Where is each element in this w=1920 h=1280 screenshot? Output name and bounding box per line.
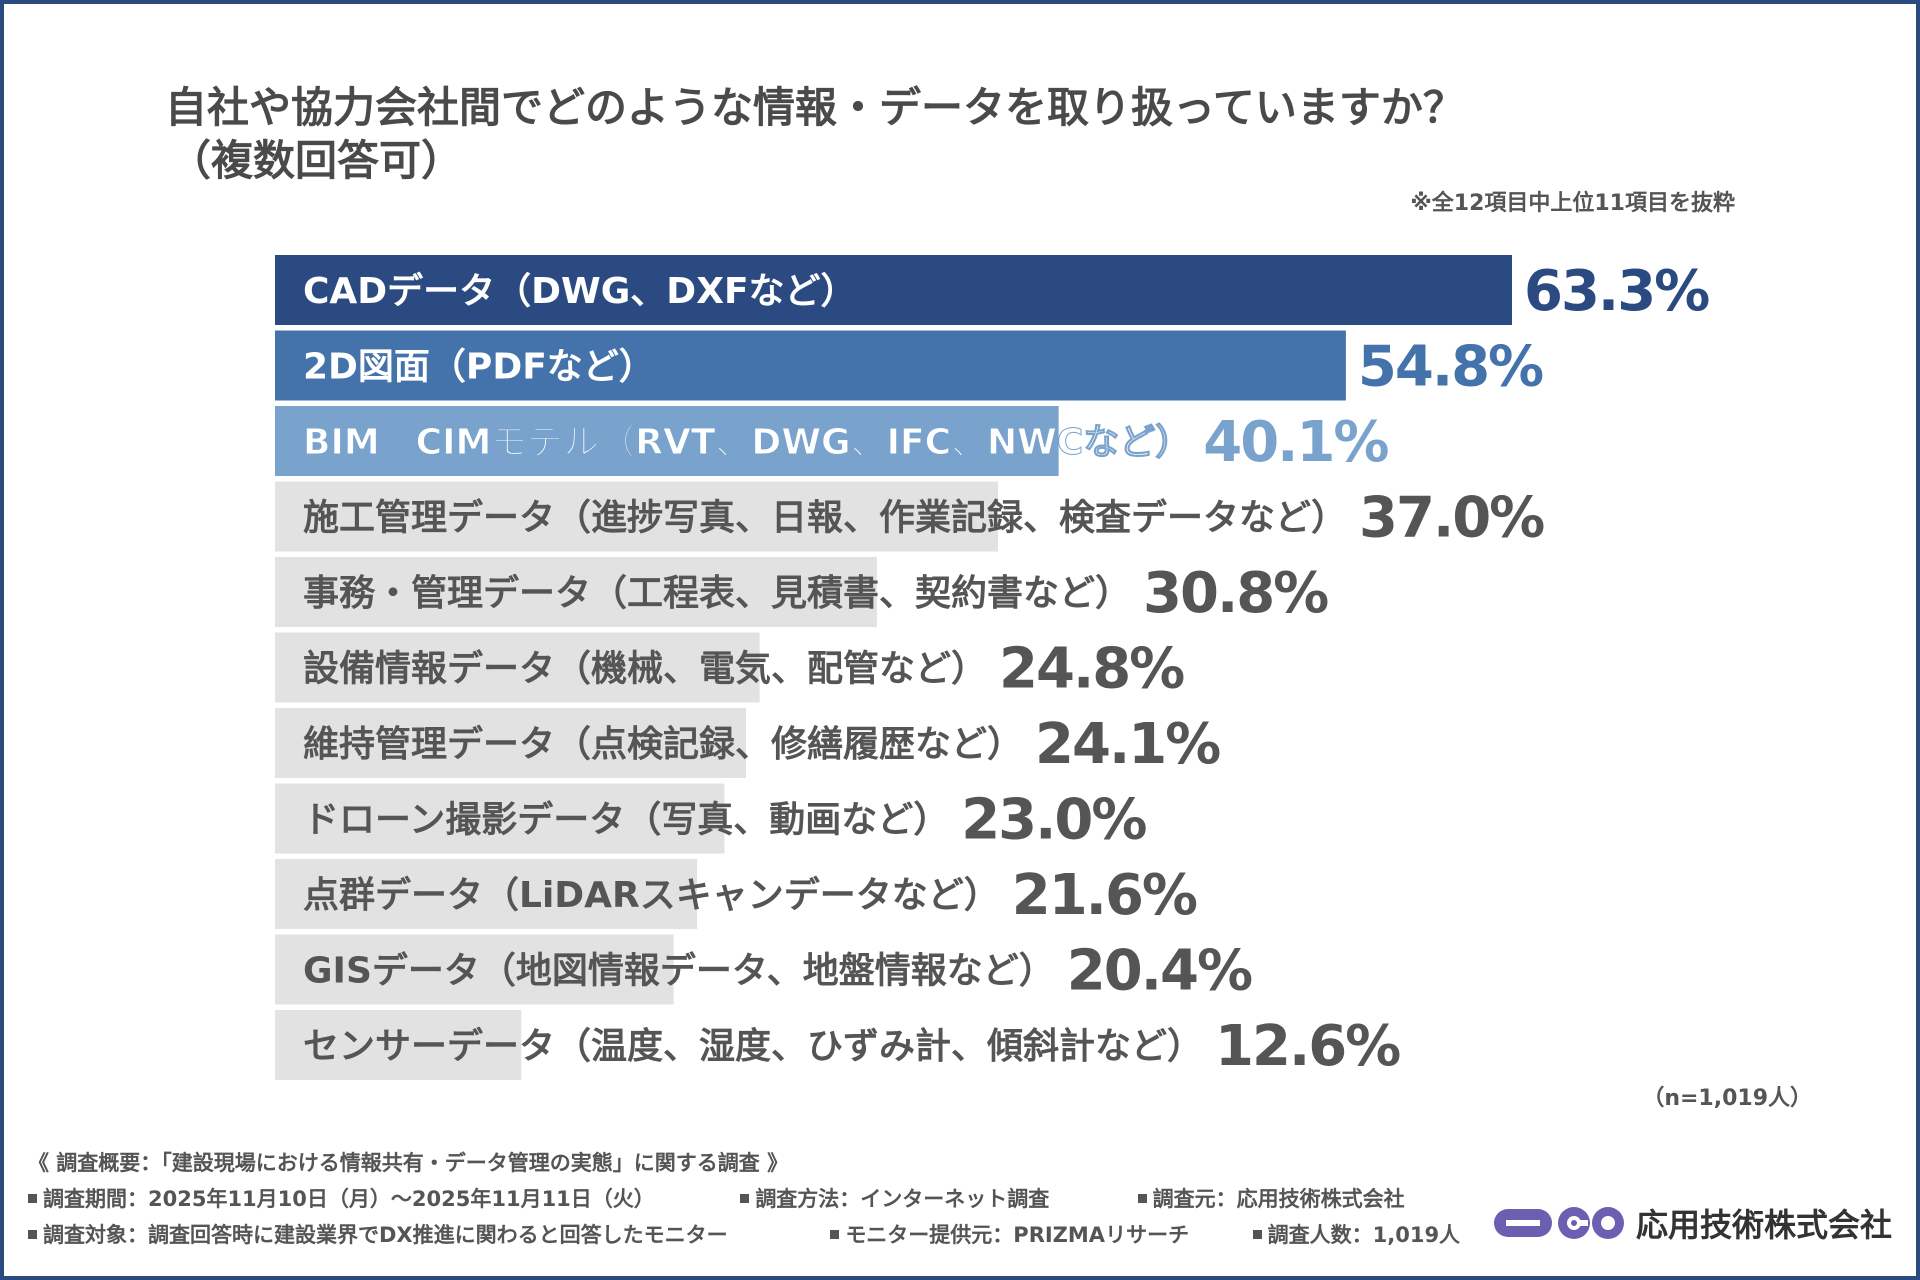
bar-4 [275, 481, 999, 552]
value-label-9: 21.6% [1012, 863, 1197, 928]
bar-label-1: CADデータ（DWG、DXFなど） [303, 270, 857, 312]
bar-label-11: センサーデータ（温度、湿度、ひずみ計、傾斜計など） [303, 1025, 1203, 1067]
bar-label-4: 施工管理データ（進捗写真、日報、作業記録、検査データなど） [303, 497, 1347, 539]
footer-period: 調査期間：2025年11月10日（月）～2025年11月11日（火） [43, 1187, 655, 1211]
title-line1: 自社や協力会社間でどのような情報・データを取り扱っていますか？ [165, 83, 1465, 132]
value-label-10: 20.4% [1067, 939, 1252, 1004]
bar-label-8: ドローン撮影データ（写真、動画など） [303, 799, 949, 841]
survey-footer: 《 調査概要：「建設現場における情報共有・データ管理の実態」に関する調査 》 調… [28, 1145, 1460, 1253]
value-label-5: 30.8% [1143, 561, 1328, 626]
title-line2: （複数回答可） [169, 135, 464, 185]
bar-8 [275, 783, 725, 854]
value-label-7: 24.1% [1035, 712, 1220, 777]
bar-label-3: BIM／CIMモデル（RVT、DWG、IFC、NWCなど） [303, 421, 1191, 463]
bar-11 [275, 1010, 522, 1080]
value-label-8: 23.0% [961, 788, 1146, 853]
company-logo: 応用技術株式会社 [1492, 1200, 1892, 1246]
bar-label-2: 2D図面（PDFなど） [303, 347, 655, 388]
bar-9 [275, 859, 698, 929]
bar-label-7: 維持管理データ（点検記録、修繕履歴など） [303, 723, 1023, 765]
logo-mark-icon [1494, 1207, 1624, 1239]
bar-2 [275, 330, 1346, 401]
footer-target: 調査対象：調査回答時に建設業界でDX推進に関わると回答したモニター [43, 1223, 728, 1247]
bar-5 [275, 557, 877, 627]
note: ※全12項目中上位11項目を抜粋 [1410, 191, 1735, 216]
value-label-2: 54.8% [1358, 335, 1543, 400]
value-label-1: 63.3% [1524, 259, 1709, 324]
bar-10 [275, 934, 674, 1005]
footer-method: 調査方法：インターネット調査 [755, 1187, 1050, 1211]
value-label-3: 40.1% [1203, 410, 1388, 475]
chart-title: 自社や協力会社間でどのような情報・データを取り扱っていますか？ （複数回答可） [165, 82, 1465, 187]
bar-label-9: 点群データ（LiDARスキャンデータなど） [303, 874, 1000, 916]
footer-count: 調査人数：1,019人 [1267, 1223, 1461, 1247]
bar-7 [275, 708, 746, 778]
value-label-4: 37.0% [1359, 486, 1544, 551]
value-label-11: 12.6% [1215, 1014, 1400, 1079]
bar-label-10: GISデータ（地図情報データ、地盤情報など） [303, 950, 1055, 992]
bar-label-6: 設備情報データ（機械、電気、配管など） [303, 648, 987, 690]
company-name: 応用技術株式会社 [1636, 1206, 1893, 1244]
bar-6 [275, 632, 760, 703]
value-label-6: 24.8% [999, 637, 1184, 702]
sample-size-label: （n=1,019人） [1642, 1086, 1812, 1111]
footer-provider: モニター提供元：PRIZMAリサーチ [845, 1223, 1190, 1247]
footer-source: 調査元：応用技術株式会社 [1152, 1187, 1405, 1211]
bar-1 [275, 255, 1512, 325]
bar-label-5: 事務・管理データ（工程表、見積書、契約書など） [303, 572, 1131, 614]
footer-heading: 《 調査概要：「建設現場における情報共有・データ管理の実態」に関する調査 》 [28, 1151, 789, 1175]
bar-3 [275, 406, 1059, 476]
